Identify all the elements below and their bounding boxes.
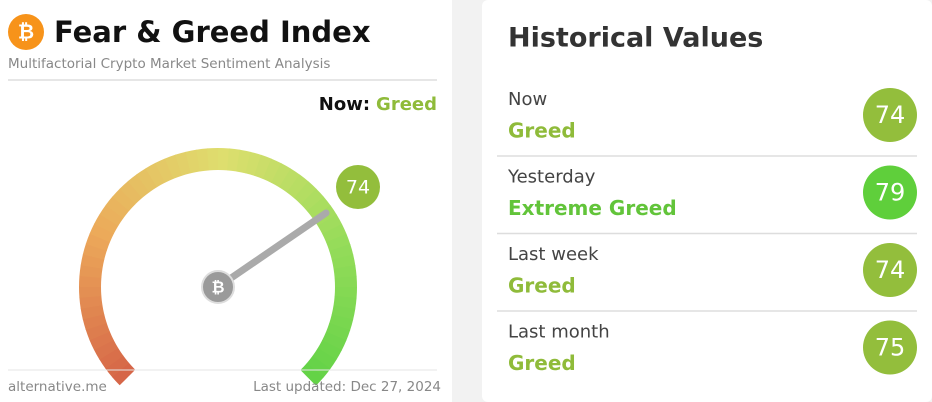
arc-segment [236,149,251,174]
arc-segment [286,174,309,199]
arc-segment [306,355,331,378]
arc-segment [80,304,105,320]
period: Yesterday [507,167,596,188]
gauge-value: 74 [346,177,370,199]
arc-segment [317,214,343,235]
subtitle: Multifactorial Crypto Market Sentiment A… [8,56,330,72]
arc-segment [85,322,110,341]
arc-segment [185,149,201,174]
value-badge [863,165,917,220]
arc-segment [79,295,103,309]
arc-segment [79,264,103,278]
now-label: Now: [319,94,370,115]
left-card [0,0,452,402]
arc-segment [329,314,354,331]
arc-segment [331,254,356,270]
classification: Greed [508,274,576,298]
arc-segment [306,196,331,219]
arc-segment [331,305,356,320]
title: Fear & Greed Index [54,15,371,49]
arc-segment [279,168,301,193]
arc-segment [262,158,282,184]
arc-segment [322,223,347,243]
arc-segment [105,196,130,219]
arc-segment [94,213,119,234]
gauge-badge [336,165,380,209]
arc-segment [145,162,166,188]
arc-segment [105,355,130,378]
now-class: Greed [376,94,437,115]
arc-segment [136,168,158,193]
right-card [482,0,932,402]
arc-segment [99,347,124,369]
arc-segment [333,265,357,279]
history-title: Historical Values [508,23,763,54]
arc-segment [99,204,124,226]
gauge-arc [79,148,357,386]
history-rows: Now Greed 74 Yesterday Extreme Greed 79 Last w… [497,88,917,375]
now-status: Now: Greed [319,94,437,115]
arc-segment [293,181,317,205]
arc-segment [326,233,351,252]
arc-segment [333,296,357,310]
classification: Greed [508,119,576,143]
value: 74 [875,256,906,284]
period: Now [508,89,547,110]
arc-segment [321,331,347,351]
arc-segment [127,174,150,199]
classification: Greed [508,351,576,375]
arc-segment [300,188,325,212]
arc-segment [111,362,136,386]
arc-segment [227,148,241,172]
arc-segment [89,331,114,351]
arc-segment [82,243,107,260]
arc-segment [80,254,105,269]
arc-segment [93,339,119,360]
source: alternative.me [8,379,107,395]
arc-segment [329,244,354,261]
arc-segment [271,163,292,188]
arc-segment [154,158,174,183]
classification: Extreme Greed [508,196,677,220]
arc-segment [89,223,115,243]
bitcoin-symbol: ₿ [18,20,34,44]
period: Last month [508,322,610,343]
arc-segment [112,188,136,212]
arc-segment [175,151,192,176]
hub-symbol: ₿ [211,278,224,297]
value: 75 [875,334,906,362]
arc-segment [300,362,324,386]
value: 74 [875,101,906,129]
period: Last week [508,244,599,265]
arc-segment [317,340,342,361]
value-badge [863,243,917,297]
gauge-needle [214,209,330,291]
arc-segment [85,233,111,251]
arc-segment [82,313,107,330]
arc-segment [119,180,143,205]
arc-segment [164,154,183,179]
arc-segment [254,154,272,180]
needle-hub [201,270,235,304]
value-badge [863,88,917,142]
arc-segment [325,323,351,341]
bitcoin-icon [8,14,44,50]
last-updated: Last updated: Dec 27, 2024 [253,379,441,395]
value: 79 [875,179,906,207]
arc-segment [196,148,210,172]
value-badge [863,320,917,375]
arc-segment [245,151,262,176]
arc-segment [312,348,337,370]
